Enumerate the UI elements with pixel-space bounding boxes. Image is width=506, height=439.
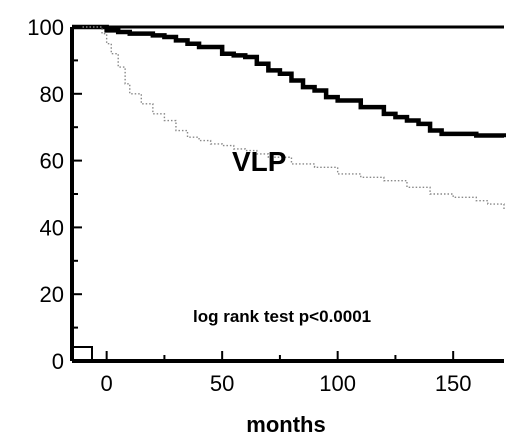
x-tick-label: 50 bbox=[210, 371, 234, 396]
x-tick-label: 100 bbox=[319, 371, 356, 396]
x-tick-labels: 0 50 100 150 bbox=[101, 371, 472, 396]
y-tick-labels: 0 20 40 60 80 100 bbox=[27, 15, 64, 374]
x-tick-label: 0 bbox=[101, 371, 113, 396]
x-tick-label: 150 bbox=[435, 371, 472, 396]
y-tick-label: 20 bbox=[40, 282, 64, 307]
y-tick-label: 60 bbox=[40, 149, 64, 174]
y-tick-label: 80 bbox=[40, 82, 64, 107]
x-axis-title: months bbox=[246, 412, 325, 437]
survival-curve-1 bbox=[72, 24, 506, 138]
axis-ticks bbox=[72, 26, 455, 362]
y-tick-label: 100 bbox=[27, 15, 64, 40]
y-tick-label: 0 bbox=[52, 349, 64, 374]
series-layer bbox=[72, 24, 506, 211]
survival-curve-2 bbox=[72, 26, 505, 211]
group-annotation: VLP bbox=[232, 146, 286, 177]
y-tick-label: 40 bbox=[40, 215, 64, 240]
log-rank-annotation: log rank test p<0.0001 bbox=[193, 307, 371, 326]
baseline-stub bbox=[72, 346, 93, 361]
